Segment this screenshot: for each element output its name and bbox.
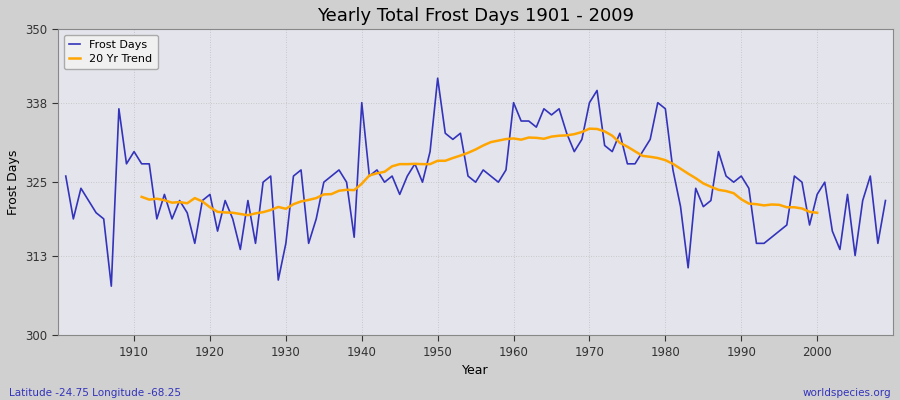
- Frost Days: [129, 149, 140, 154]
- 20 Yr Trend: [136, 194, 147, 199]
- Frost Days: [60, 174, 71, 178]
- 20 Yr Trend: [812, 210, 823, 215]
- Text: Latitude -24.75 Longitude -68.25: Latitude -24.75 Longitude -68.25: [9, 388, 181, 398]
- 20 Yr Trend: [728, 191, 739, 196]
- Title: Yearly Total Frost Days 1901 - 2009: Yearly Total Frost Days 1901 - 2009: [317, 7, 634, 25]
- 20 Yr Trend: [242, 213, 253, 218]
- X-axis label: Year: Year: [463, 364, 489, 377]
- Frost Days: [295, 168, 306, 172]
- Frost Days: [106, 284, 117, 288]
- Y-axis label: Frost Days: Frost Days: [7, 150, 20, 215]
- 20 Yr Trend: [713, 188, 724, 192]
- Frost Days: [516, 119, 526, 124]
- Legend: Frost Days, 20 Yr Trend: Frost Days, 20 Yr Trend: [64, 35, 158, 70]
- Frost Days: [341, 180, 352, 184]
- 20 Yr Trend: [622, 144, 633, 149]
- 20 Yr Trend: [349, 188, 360, 192]
- 20 Yr Trend: [228, 210, 238, 215]
- Frost Days: [615, 131, 626, 136]
- Frost Days: [880, 198, 891, 203]
- Frost Days: [523, 119, 534, 124]
- 20 Yr Trend: [796, 206, 807, 211]
- Line: 20 Yr Trend: 20 Yr Trend: [141, 129, 817, 215]
- Frost Days: [432, 76, 443, 81]
- Text: worldspecies.org: worldspecies.org: [803, 388, 891, 398]
- Line: Frost Days: Frost Days: [66, 78, 886, 286]
- 20 Yr Trend: [584, 126, 595, 131]
